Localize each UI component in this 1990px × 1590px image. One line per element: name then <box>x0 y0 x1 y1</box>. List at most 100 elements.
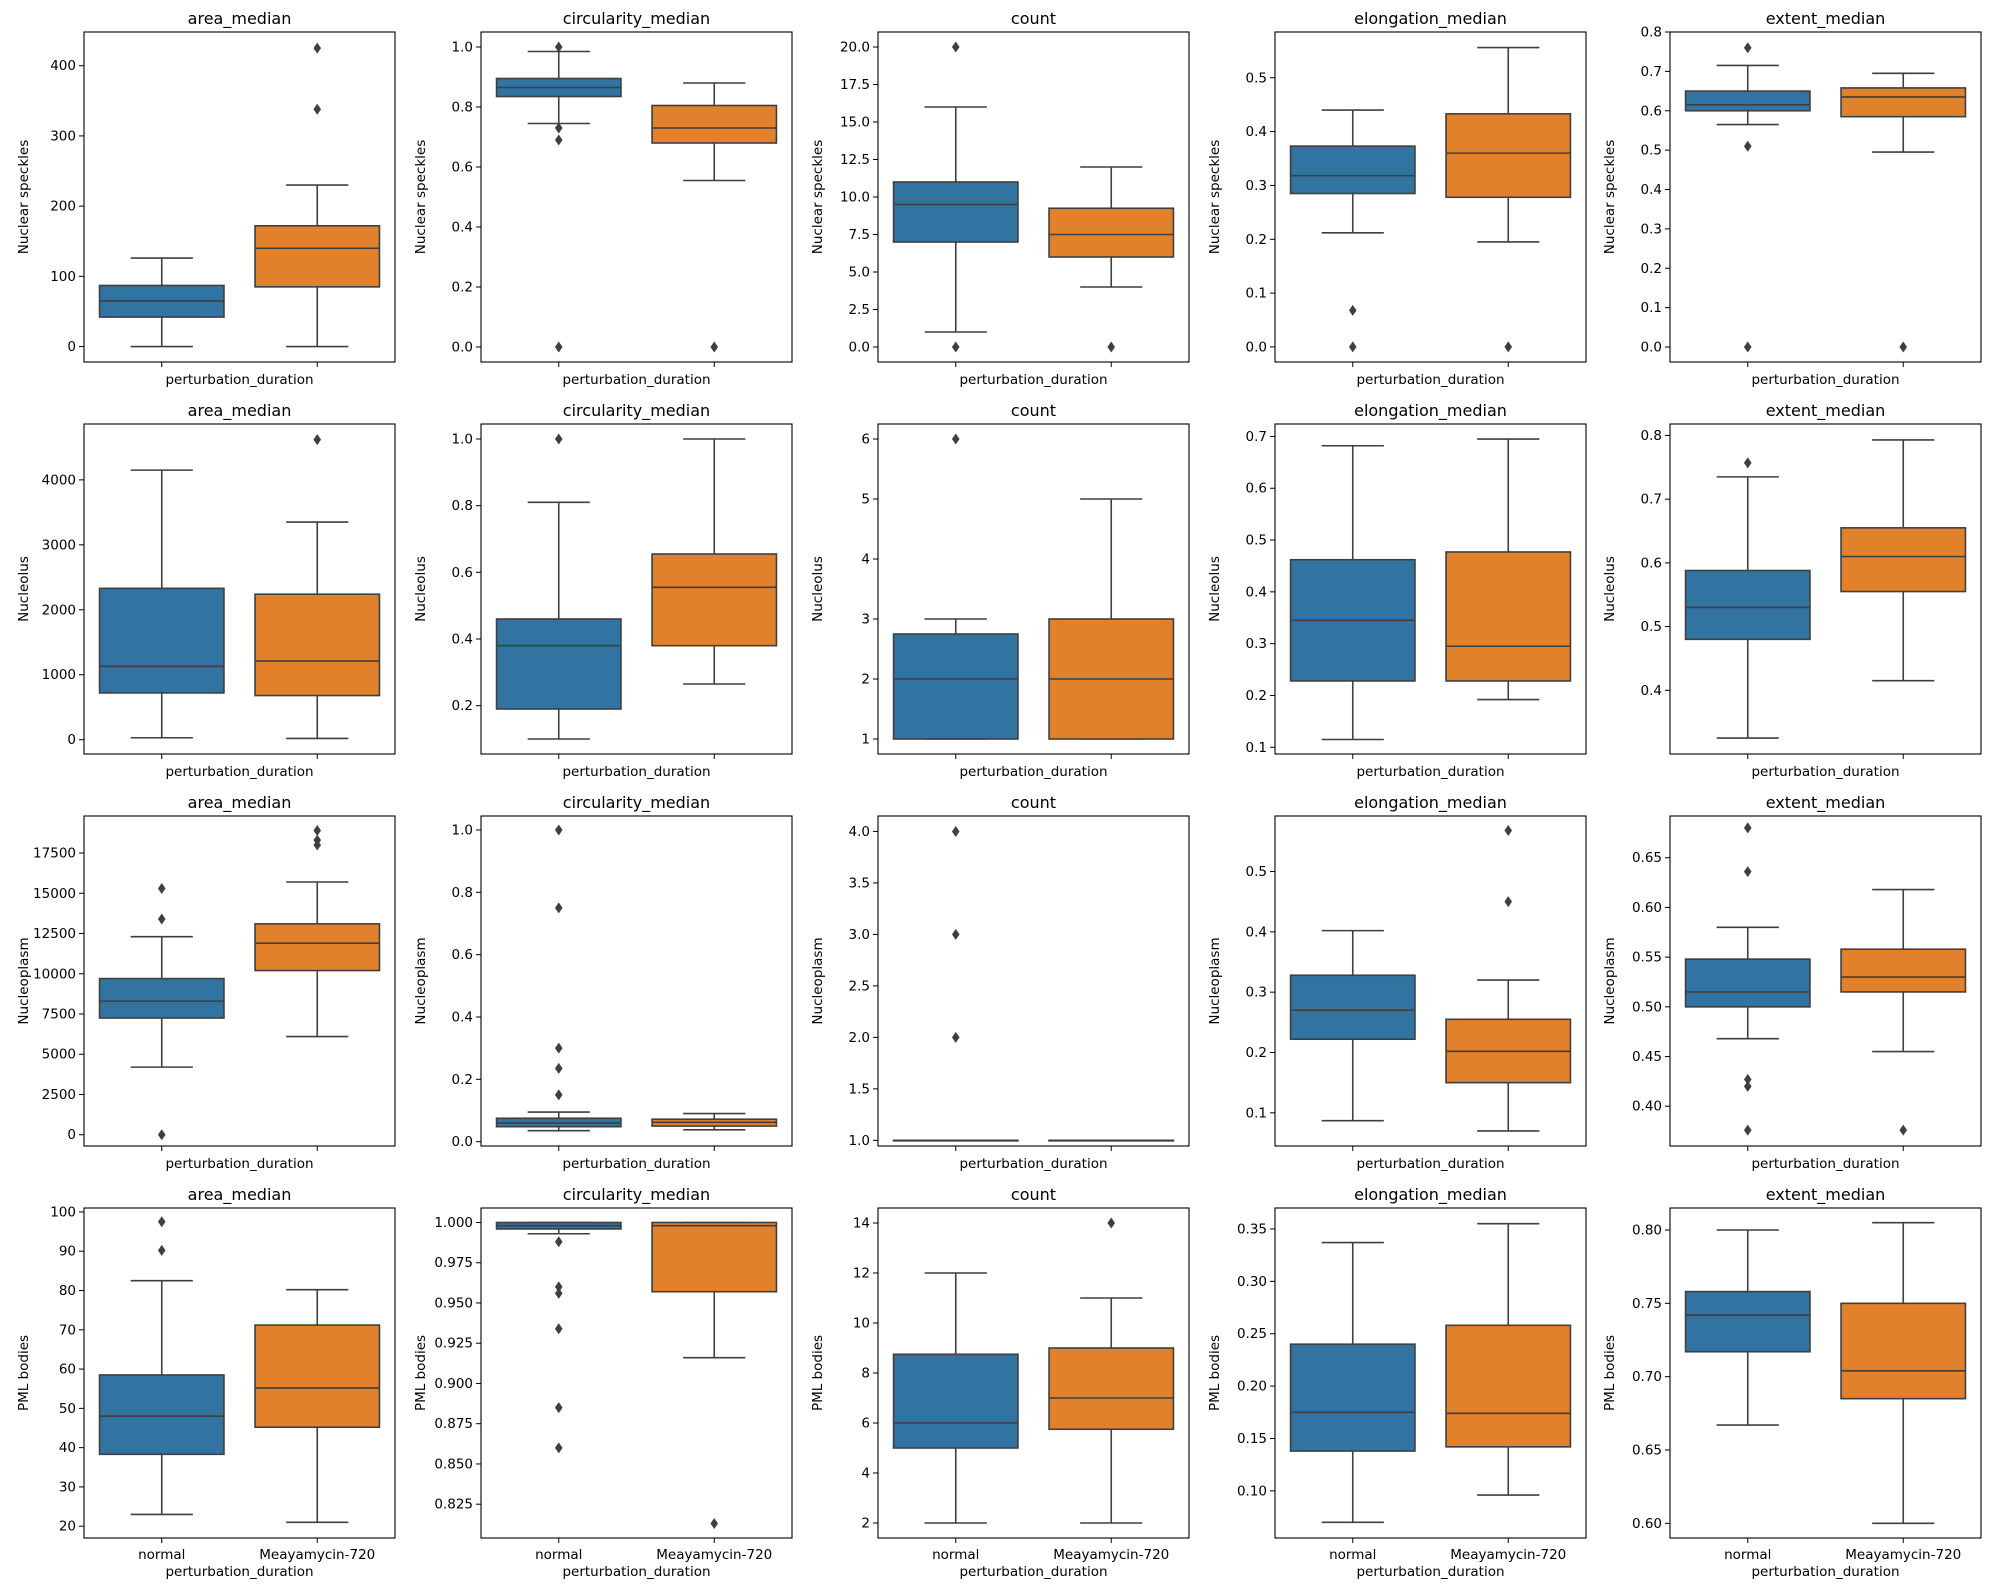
y-tick-label: 0.10 <box>1237 1483 1267 1499</box>
y-tick-label: 0.6 <box>1641 103 1662 119</box>
panel-0-4: extent_median Nuclear speckles 0.0 0.1 0.2 0.… <box>1602 9 1982 388</box>
box-iqr <box>98 977 225 1019</box>
box-iqr <box>892 1353 1019 1449</box>
panel-title: elongation_median <box>1354 793 1507 813</box>
panel-0-3: elongation_median Nuclear speckles 0.0 0.1 0… <box>1207 9 1587 388</box>
outlier-point <box>1107 341 1116 353</box>
outlier-point <box>554 122 563 134</box>
y-tick-label: 0.6 <box>452 565 473 581</box>
x-tick-label: Meayamycin-720 <box>1053 1547 1169 1563</box>
panel-title: elongation_median <box>1354 9 1507 29</box>
x-tick-label: Meayamycin-720 <box>1450 1547 1566 1563</box>
plot-frame <box>1274 423 1587 755</box>
y-tick-label: 0.3 <box>1246 985 1267 1001</box>
panel-title: count <box>1011 9 1056 28</box>
box-iqr <box>254 923 381 972</box>
y-tick-label: 30 <box>59 1479 76 1495</box>
panel-title: area_median <box>188 793 292 813</box>
y-tick-label: 0.2 <box>1246 688 1267 704</box>
y-tick-label: 60 <box>59 1362 76 1378</box>
y-tick-label: 12.5 <box>840 152 870 168</box>
y-tick-label: 0.6 <box>452 160 473 176</box>
plot-frame <box>877 1207 1190 1539</box>
y-tick-label: 0.50 <box>1632 999 1662 1015</box>
y-axis-label: PML bodies <box>413 1335 429 1411</box>
y-tick-label: 0.60 <box>1632 900 1662 916</box>
box-iqr <box>1840 527 1967 593</box>
y-tick-label: 1.0 <box>849 1133 870 1149</box>
y-tick-label: 0.4 <box>1641 182 1662 198</box>
y-tick-label: 6 <box>861 1416 870 1432</box>
panel-title: count <box>1011 1185 1056 1204</box>
y-tick-label: 0.875 <box>434 1416 473 1432</box>
x-axis-label: perturbation_duration <box>165 1564 313 1580</box>
y-tick-label: 10 <box>853 1316 870 1332</box>
box-iqr <box>651 553 778 647</box>
panel-3-2: count PML bodies 2 4 6 8 10 12 14 normal Meayamyci… <box>810 1185 1190 1580</box>
x-tick-label: normal <box>1329 1547 1376 1563</box>
y-tick-label: 6 <box>861 432 870 448</box>
y-tick-label: 40 <box>59 1440 76 1456</box>
y-tick-label: 0.8 <box>1641 25 1662 41</box>
x-tick-label: normal <box>138 1547 185 1563</box>
y-tick-label: 0.40 <box>1632 1099 1662 1115</box>
outlier-point <box>554 1442 563 1454</box>
y-tick-label: 0.7 <box>1641 492 1662 508</box>
y-tick-label: 0.70 <box>1632 1369 1662 1385</box>
outlier-point <box>951 1031 960 1043</box>
x-axis-label: perturbation_duration <box>562 764 710 780</box>
plot-frame <box>480 1207 793 1539</box>
plot-frame <box>877 423 1190 755</box>
panel-title: count <box>1011 793 1056 812</box>
outlier-point <box>554 902 563 914</box>
y-axis-label: Nuclear speckles <box>16 140 32 255</box>
y-tick-label: 0.1 <box>1246 1105 1267 1121</box>
y-tick-label: 0 <box>67 339 76 355</box>
outlier-point <box>1107 1217 1116 1229</box>
panel-3-3: elongation_median PML bodies 0.10 0.15 0.20 0… <box>1207 1185 1587 1580</box>
panel-title: extent_median <box>1766 9 1886 29</box>
y-axis-label: Nuclear speckles <box>1207 140 1223 255</box>
y-tick-label: 17500 <box>33 846 76 862</box>
outlier-point <box>554 1402 563 1414</box>
y-tick-label: 4.0 <box>849 824 870 840</box>
y-tick-label: 0.55 <box>1632 950 1662 966</box>
x-axis-label: perturbation_duration <box>165 372 313 388</box>
y-tick-label: 50 <box>59 1401 76 1417</box>
y-tick-label: 0.35 <box>1237 1221 1267 1237</box>
outlier-point <box>313 103 322 115</box>
y-tick-label: 1.0 <box>452 40 473 56</box>
panel-0-0: area_median Nuclear speckles 0 100 200 300 400… <box>16 9 396 388</box>
outlier-point <box>710 1518 719 1530</box>
y-tick-label: 2.5 <box>849 978 870 994</box>
panel-title: extent_median <box>1766 1185 1886 1205</box>
panel-title: elongation_median <box>1354 1185 1507 1205</box>
panel-title: elongation_median <box>1354 401 1507 421</box>
plot-frame <box>83 31 396 363</box>
x-tick-label: Meayamycin-720 <box>259 1547 375 1563</box>
outlier-point <box>1504 824 1513 836</box>
y-tick-label: 0.6 <box>1641 555 1662 571</box>
y-tick-label: 0.5 <box>1246 70 1267 86</box>
panel-1-1: circularity_median Nucleolus 0.2 0.4 0.6 0.8 1… <box>413 401 793 780</box>
y-tick-label: 10000 <box>33 966 76 982</box>
box-iqr <box>1289 145 1416 195</box>
y-tick-label: 0.850 <box>434 1456 473 1472</box>
outlier-point <box>313 824 322 836</box>
plot-frame <box>83 815 396 1147</box>
outlier-point <box>1504 896 1513 908</box>
outlier-point <box>157 913 166 925</box>
y-axis-label: Nucleoplasm <box>413 937 429 1024</box>
y-axis-label: Nucleolus <box>16 556 32 622</box>
y-tick-label: 4 <box>861 1466 870 1482</box>
y-tick-label: 0.900 <box>434 1376 473 1392</box>
box-iqr <box>651 1221 778 1293</box>
panel-title: extent_median <box>1766 401 1886 421</box>
box-iqr <box>254 224 381 288</box>
y-axis-label: Nucleoplasm <box>1207 937 1223 1024</box>
outlier-point <box>554 1287 563 1299</box>
plot-frame <box>480 815 793 1147</box>
plot-frame <box>1274 1207 1587 1539</box>
box-iqr <box>495 618 622 710</box>
x-axis-label: perturbation_duration <box>959 372 1107 388</box>
